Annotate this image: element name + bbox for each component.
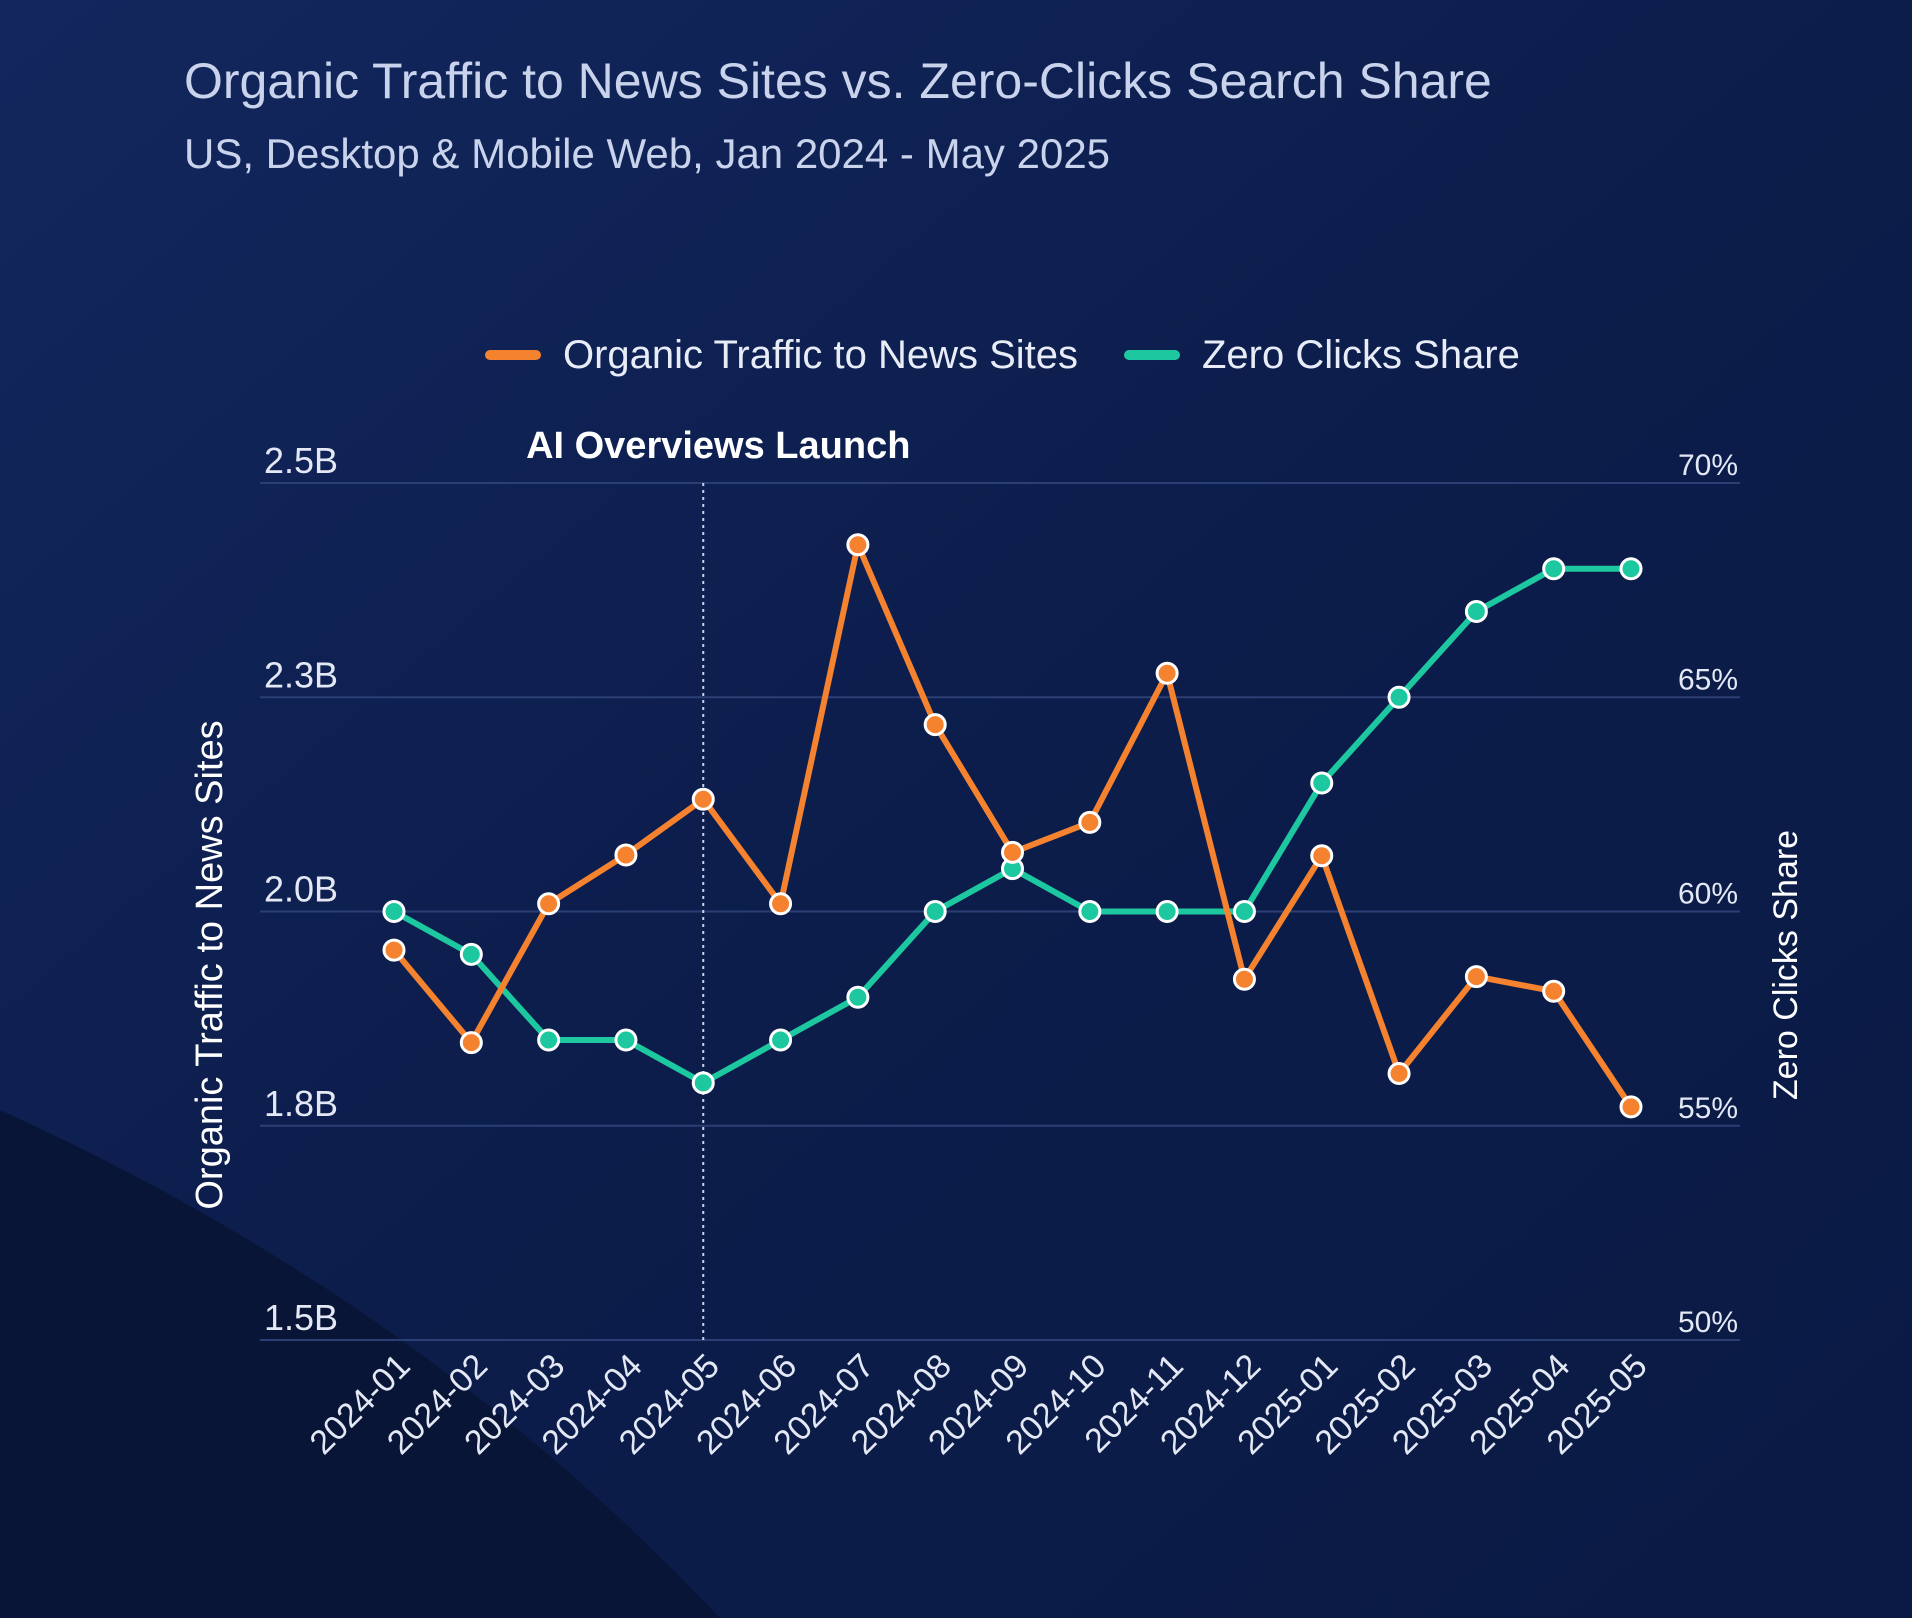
y2-tick-label: 60% [1678, 878, 1738, 911]
data-point-zero-clicks [769, 1028, 793, 1052]
legend-label-organic-traffic: Organic Traffic to News Sites [563, 332, 1078, 377]
legend-swatch-organic-traffic [485, 350, 541, 360]
y2-tick-label: 55% [1678, 1092, 1738, 1125]
legend-item-organic-traffic: Organic Traffic to News Sites [485, 333, 1078, 378]
chart-legend: Organic Traffic to News Sites Zero Click… [485, 330, 1566, 380]
data-point-organic-traffic [1078, 810, 1102, 834]
data-point-zero-clicks [1464, 600, 1488, 624]
chart-subtitle: US, Desktop & Mobile Web, Jan 2024 - May… [184, 130, 1111, 177]
data-point-organic-traffic [614, 843, 638, 867]
data-point-organic-traffic [1542, 979, 1566, 1003]
data-point-zero-clicks [691, 1071, 715, 1095]
annotation-label: AI Overviews Launch [526, 425, 910, 467]
data-point-organic-traffic [1387, 1061, 1411, 1085]
data-point-organic-traffic [691, 787, 715, 811]
data-point-zero-clicks [1232, 900, 1256, 923]
data-point-organic-traffic [846, 533, 870, 557]
data-point-zero-clicks [459, 942, 483, 966]
y-axis-title: Organic Traffic to News Sites [189, 720, 231, 1209]
y2-axis-title: Zero Clicks Share [1767, 830, 1805, 1100]
data-point-organic-traffic [1619, 1095, 1643, 1119]
data-point-organic-traffic [1310, 844, 1334, 868]
y-tick-label: 1.5B [264, 1297, 338, 1338]
chart-title: Organic Traffic to News Sites vs. Zero-C… [184, 53, 1492, 109]
legend-label-zero-clicks: Zero Clicks Share [1202, 332, 1520, 377]
data-point-zero-clicks [846, 985, 870, 1009]
data-point-zero-clicks [382, 900, 406, 923]
y-tick-label: 2.5B [264, 440, 338, 481]
y2-tick-label: 70% [1678, 449, 1738, 482]
background-shade [0, 1110, 720, 1618]
data-point-zero-clicks [923, 900, 947, 923]
data-point-organic-traffic [459, 1031, 483, 1055]
data-point-zero-clicks [1078, 900, 1102, 923]
data-point-zero-clicks [1310, 771, 1334, 795]
data-point-organic-traffic [382, 938, 406, 962]
data-point-zero-clicks [537, 1028, 561, 1052]
data-point-organic-traffic [923, 713, 947, 737]
y-tick-label: 2.3B [264, 654, 338, 695]
data-point-organic-traffic [1155, 661, 1179, 685]
data-point-organic-traffic [537, 892, 561, 916]
data-point-organic-traffic [1232, 967, 1256, 991]
data-point-organic-traffic [1464, 965, 1488, 989]
series-line-zero-clicks [391, 565, 1634, 1086]
y2-tick-label: 50% [1678, 1306, 1738, 1339]
legend-swatch-zero-clicks [1124, 350, 1180, 360]
data-point-organic-traffic [769, 892, 793, 916]
legend-item-zero-clicks: Zero Clicks Share [1124, 333, 1520, 378]
y-tick-label: 2.0B [264, 869, 338, 910]
data-point-zero-clicks [1155, 900, 1179, 923]
data-point-zero-clicks [1619, 557, 1643, 581]
data-point-organic-traffic [1001, 840, 1024, 864]
data-point-zero-clicks [1542, 557, 1566, 581]
series-line-organic-traffic [391, 541, 1634, 1110]
data-point-zero-clicks [1387, 685, 1411, 709]
y-tick-label: 1.8B [264, 1083, 338, 1124]
y2-tick-label: 65% [1678, 663, 1738, 696]
data-point-zero-clicks [614, 1028, 638, 1052]
